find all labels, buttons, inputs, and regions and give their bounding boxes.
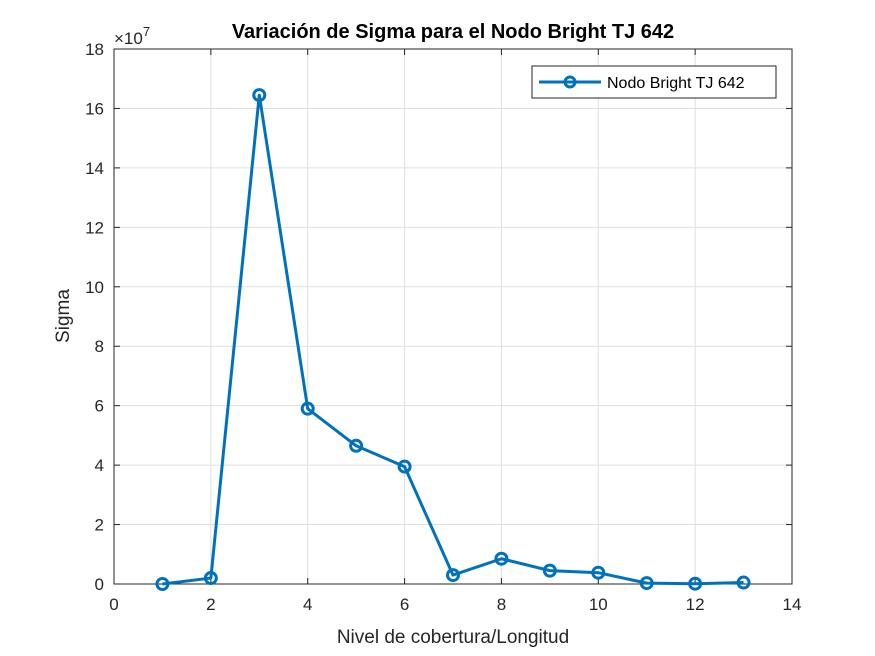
y-tick-label: 8 xyxy=(95,337,104,356)
data-point xyxy=(736,575,751,590)
exponent-base: ×10 xyxy=(114,29,143,48)
series-line xyxy=(162,93,744,586)
x-tick-label: 8 xyxy=(497,595,506,614)
data-point xyxy=(688,576,703,591)
data-point xyxy=(494,551,509,566)
x-tick-label: 0 xyxy=(109,595,118,614)
y-tick-label: 10 xyxy=(85,278,104,297)
y-tick-labels: 0 2 4 6 8 10 12 14 16 18 xyxy=(85,40,104,594)
x-tick-label: 10 xyxy=(589,595,608,614)
y-tick-label: 14 xyxy=(85,159,104,178)
x-tick-label: 14 xyxy=(783,595,802,614)
data-point xyxy=(349,438,364,453)
exponent-power: 7 xyxy=(143,24,150,39)
plot-area xyxy=(114,49,792,584)
data-point xyxy=(397,459,412,474)
x-tick-label: 6 xyxy=(400,595,409,614)
x-tick-label: 2 xyxy=(206,595,215,614)
legend-marker-sample xyxy=(563,75,577,89)
series-layer xyxy=(155,88,751,591)
data-point xyxy=(542,563,557,578)
chart-title: Variación de Sigma para el Nodo Bright T… xyxy=(232,21,674,43)
legend-entry-label: Nodo Bright TJ 642 xyxy=(607,75,745,92)
data-point xyxy=(203,571,218,586)
axes-box xyxy=(113,48,793,585)
y-tick-label: 16 xyxy=(85,99,104,118)
data-point xyxy=(591,565,606,580)
y-tick-label: 2 xyxy=(95,516,104,535)
legend: Nodo Bright TJ 642 xyxy=(531,65,777,99)
x-tick-labels: 0 2 4 6 8 10 12 14 xyxy=(109,595,801,614)
y-tick-label: 0 xyxy=(95,575,104,594)
data-point xyxy=(639,576,654,591)
y-tick-label: 12 xyxy=(85,218,104,237)
data-point xyxy=(155,577,170,591)
x-tick-label: 4 xyxy=(303,595,312,614)
y-tick-label: 4 xyxy=(95,456,104,475)
y-tick-label: 6 xyxy=(95,397,104,416)
x-axis-label: Nivel de cobertura/Longitud xyxy=(337,627,569,648)
x-tick-label: 12 xyxy=(686,595,705,614)
data-point xyxy=(300,401,315,416)
data-point xyxy=(446,568,460,583)
y-tick-label: 18 xyxy=(85,40,104,59)
data-point xyxy=(252,88,267,103)
y-axis-label: Sigma xyxy=(53,289,74,343)
y-exponent-label: ×107 xyxy=(114,24,150,48)
